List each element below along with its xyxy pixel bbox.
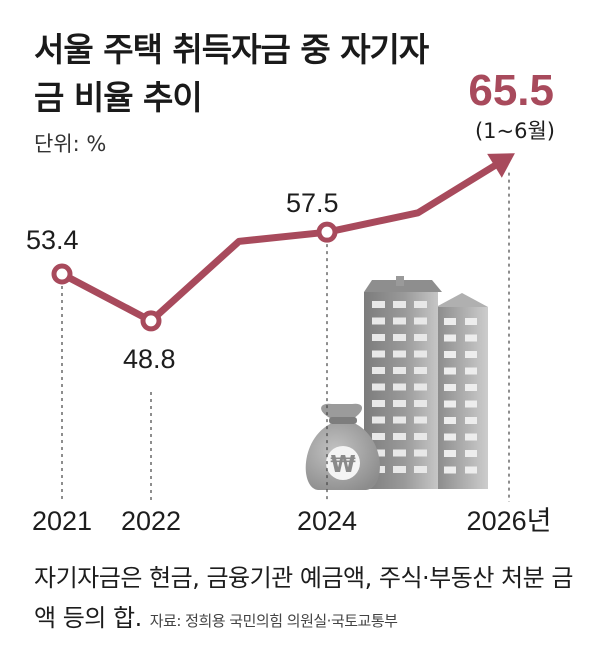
x-tick-2024: 2024 — [297, 506, 357, 536]
window — [393, 466, 406, 473]
x-tick-2021: 2021 — [32, 506, 92, 536]
window — [465, 466, 477, 474]
window — [393, 334, 406, 341]
window — [372, 400, 385, 407]
window — [465, 351, 477, 358]
window — [372, 367, 385, 374]
series-polyline — [60, 157, 505, 325]
window — [444, 384, 456, 391]
point-2024 — [316, 221, 338, 243]
money-bag-icon: ₩ — [305, 403, 380, 490]
window — [444, 367, 456, 375]
window — [465, 334, 477, 342]
footnote: 자기자금은 현금, 금융기관 예금액, 주식·부동산 처분 금액 등의 합. 자료… — [34, 558, 584, 641]
x-tick-2026: 2026년 — [467, 506, 552, 536]
window — [465, 318, 477, 325]
window — [465, 450, 477, 457]
point-2022 — [140, 310, 162, 332]
window — [465, 384, 477, 391]
window — [414, 317, 427, 325]
window — [444, 318, 456, 325]
window — [393, 301, 406, 308]
window — [393, 317, 406, 325]
window — [444, 400, 456, 408]
highlight-value: 65.5 — [468, 66, 554, 115]
window — [465, 400, 477, 408]
window — [414, 416, 427, 424]
guide-lines — [61, 172, 510, 502]
value-label-2024: 57.5 — [286, 188, 339, 218]
window — [444, 334, 456, 342]
window — [393, 400, 406, 407]
window — [444, 433, 456, 441]
window — [414, 301, 427, 308]
window — [414, 367, 427, 374]
window — [372, 334, 385, 341]
window — [372, 449, 385, 457]
won-symbol: ₩ — [330, 452, 356, 478]
window — [372, 433, 385, 440]
window — [444, 466, 456, 474]
window — [414, 334, 427, 341]
window — [414, 433, 427, 440]
window — [444, 450, 456, 457]
window — [414, 400, 427, 407]
window — [414, 449, 427, 457]
source-label: 자료: 정희용 국민의힘 의원실·국토교통부 — [149, 612, 398, 630]
value-label-2022: 48.8 — [123, 344, 176, 374]
unit-label: 단위: % — [34, 132, 107, 156]
window — [414, 350, 427, 358]
window — [372, 383, 385, 391]
window — [465, 417, 477, 424]
window — [393, 449, 406, 457]
chart-title: 서울 주택 취득자금 중 자기자금 비율 추이 — [34, 30, 429, 117]
window — [444, 417, 456, 424]
window — [372, 317, 385, 325]
value-label-2021: 53.4 — [26, 225, 79, 255]
footnote-text: 자기자금은 현금, 금융기관 예금액, 주식·부동산 처분 금액 등의 합. — [34, 564, 573, 632]
window — [393, 350, 406, 358]
window — [372, 301, 385, 308]
window — [372, 416, 385, 424]
window — [372, 350, 385, 358]
window — [444, 351, 456, 358]
window — [393, 433, 406, 440]
window — [393, 383, 406, 391]
highlight-period-note: (1~6월) — [475, 119, 555, 143]
window — [393, 367, 406, 374]
window — [465, 367, 477, 375]
window — [393, 416, 406, 424]
arrowhead-2026 — [487, 153, 515, 178]
x-tick-2022: 2022 — [121, 506, 181, 536]
window — [414, 383, 427, 391]
window — [414, 466, 427, 473]
series-line — [51, 153, 515, 332]
point-2021 — [51, 263, 73, 285]
apartment-building-icon — [364, 276, 488, 489]
window — [465, 433, 477, 441]
